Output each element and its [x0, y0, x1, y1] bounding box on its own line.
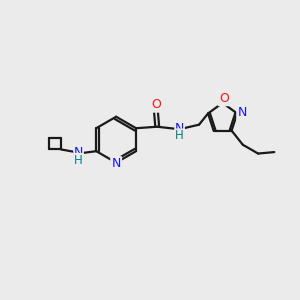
Text: N: N: [74, 146, 83, 159]
Text: N: N: [112, 157, 121, 170]
Text: H: H: [74, 154, 83, 166]
Text: H: H: [175, 129, 184, 142]
Text: O: O: [151, 98, 161, 112]
Text: O: O: [219, 92, 229, 105]
Text: N: N: [175, 122, 184, 135]
Text: N: N: [238, 106, 247, 119]
